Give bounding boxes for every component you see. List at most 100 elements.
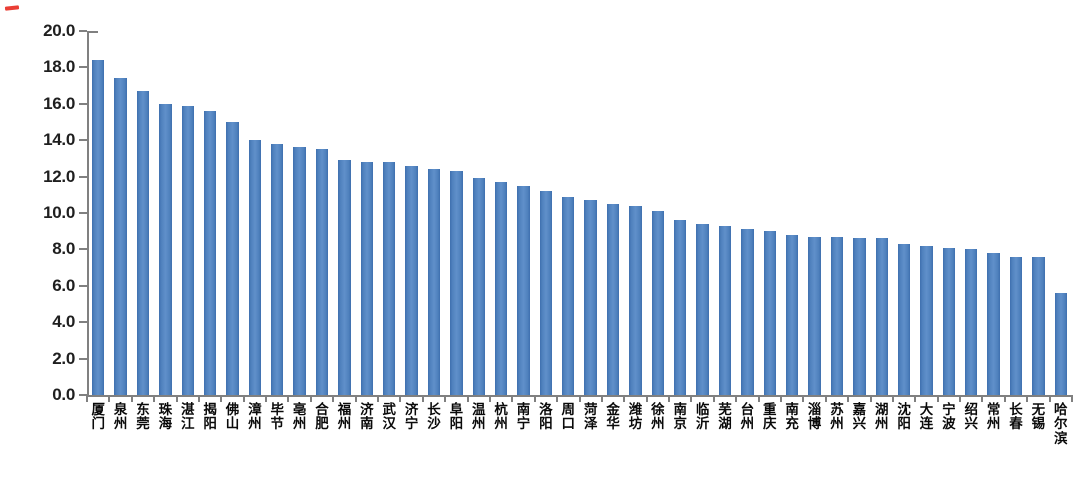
x-axis-category-label: 泉州 [110,402,132,432]
bar [651,211,665,395]
y-axis-top-tick [87,31,98,33]
x-axis-category-label: 金华 [602,402,624,432]
bar [763,231,776,395]
x-axis-category-label: 南宁 [513,402,535,432]
x-axis-category-label: 亳州 [289,402,311,432]
y-axis-tick [79,321,87,324]
x-axis-tick [936,395,939,402]
bar [606,203,620,395]
x-axis-tick [466,395,469,402]
city-name: 温州 [472,402,486,432]
bar [383,162,396,395]
x-axis-tick [533,395,536,402]
x-axis-category-label: 台州 [736,402,758,432]
bar [450,171,463,395]
bar [629,205,642,395]
y-axis-tick [79,357,87,360]
x-axis-category-label: 湛江 [177,402,199,432]
x-axis-tick [242,395,245,402]
x-axis-category-label: 徐州 [647,402,669,432]
x-axis-category-label: 福州 [333,402,355,432]
cropped-red-mark [4,5,20,11]
x-axis-tick [444,395,447,402]
x-axis-tick [377,395,380,402]
city-name: 常州 [986,402,1001,432]
x-axis-category-label: 洛阳 [535,402,557,432]
city-name: 芜湖 [718,402,732,432]
bar [674,220,687,395]
x-axis-tick [712,395,715,402]
x-axis-tick [354,395,357,402]
city-name: 济宁 [404,402,419,432]
city-name: 杭州 [494,402,508,432]
city-name: 绍兴 [964,402,979,432]
y-axis-tick-label: 20.0 [43,21,75,40]
x-axis-category-label: 绍兴 [960,402,982,432]
y-axis-tick-label: 4.0 [52,312,75,332]
bar [808,236,821,395]
x-axis-category-label: 菏泽 [580,402,602,432]
city-name: 南充 [785,402,799,432]
bar [741,229,754,395]
x-axis-tick [86,395,88,402]
x-axis-category-label: 济宁 [401,402,423,432]
x-axis-category-label: 南充 [781,402,803,432]
city-name: 菏泽 [583,402,598,432]
city-name: 淄博 [807,402,822,432]
x-axis-tick [265,395,268,402]
city-name: 哈尔滨 [1054,402,1068,446]
x-axis-category-label: 武汉 [378,402,400,432]
city-name: 徐州 [651,402,665,432]
city-name: 毕节 [270,402,285,432]
city-name: 大连 [919,402,934,432]
x-axis-category-label: 周口 [557,402,579,432]
bar [271,143,284,395]
x-axis-tick [869,395,872,402]
city-name: 福州 [337,402,352,432]
bar [696,223,709,395]
bar [405,165,418,395]
x-axis-tick [600,395,603,402]
city-name: 重庆 [763,402,777,432]
x-axis-tick [623,395,626,402]
bar [338,160,351,395]
bar [181,105,194,395]
x-axis-category-label: 常州 [983,402,1005,432]
bar [91,60,105,395]
x-axis-tick [175,395,178,402]
y-axis-tick-label: 0.0 [52,385,75,404]
bar [875,238,888,395]
x-axis-tick [690,395,693,402]
bar [562,196,575,395]
x-axis-tick [779,395,782,402]
y-axis-tick-label: 6.0 [52,275,75,295]
x-axis-tick [1071,395,1073,402]
x-axis-category-label: 温州 [468,402,490,432]
city-name: 济南 [360,402,374,432]
x-axis-tick [556,395,559,402]
y-axis-tick [79,102,87,105]
bar [159,103,172,395]
x-axis-tick [645,395,648,402]
x-axis-category-label: 无锡 [1027,402,1049,432]
y-axis-tick-label: 14.0 [43,130,75,150]
x-axis-tick [1003,395,1006,402]
x-axis-tick [981,395,984,402]
city-name: 嘉兴 [852,402,867,432]
city-name: 周口 [561,402,576,432]
x-axis-category-label: 佛山 [222,402,244,432]
x-axis-tick [153,395,156,402]
city-name: 无锡 [1031,402,1046,432]
x-axis-category-label: 毕节 [266,402,288,432]
x-axis-category-label: 珠海 [154,402,176,432]
x-axis-category-label: 长沙 [423,402,445,432]
bar [920,245,933,395]
bar [1032,256,1045,395]
x-axis-tick [668,395,671,402]
bar [517,185,530,395]
x-axis-tick [1026,395,1029,402]
bar [785,234,799,395]
bar [203,111,217,395]
x-axis-category-label: 苏州 [826,402,848,432]
x-axis-category-label: 合肥 [311,402,333,432]
